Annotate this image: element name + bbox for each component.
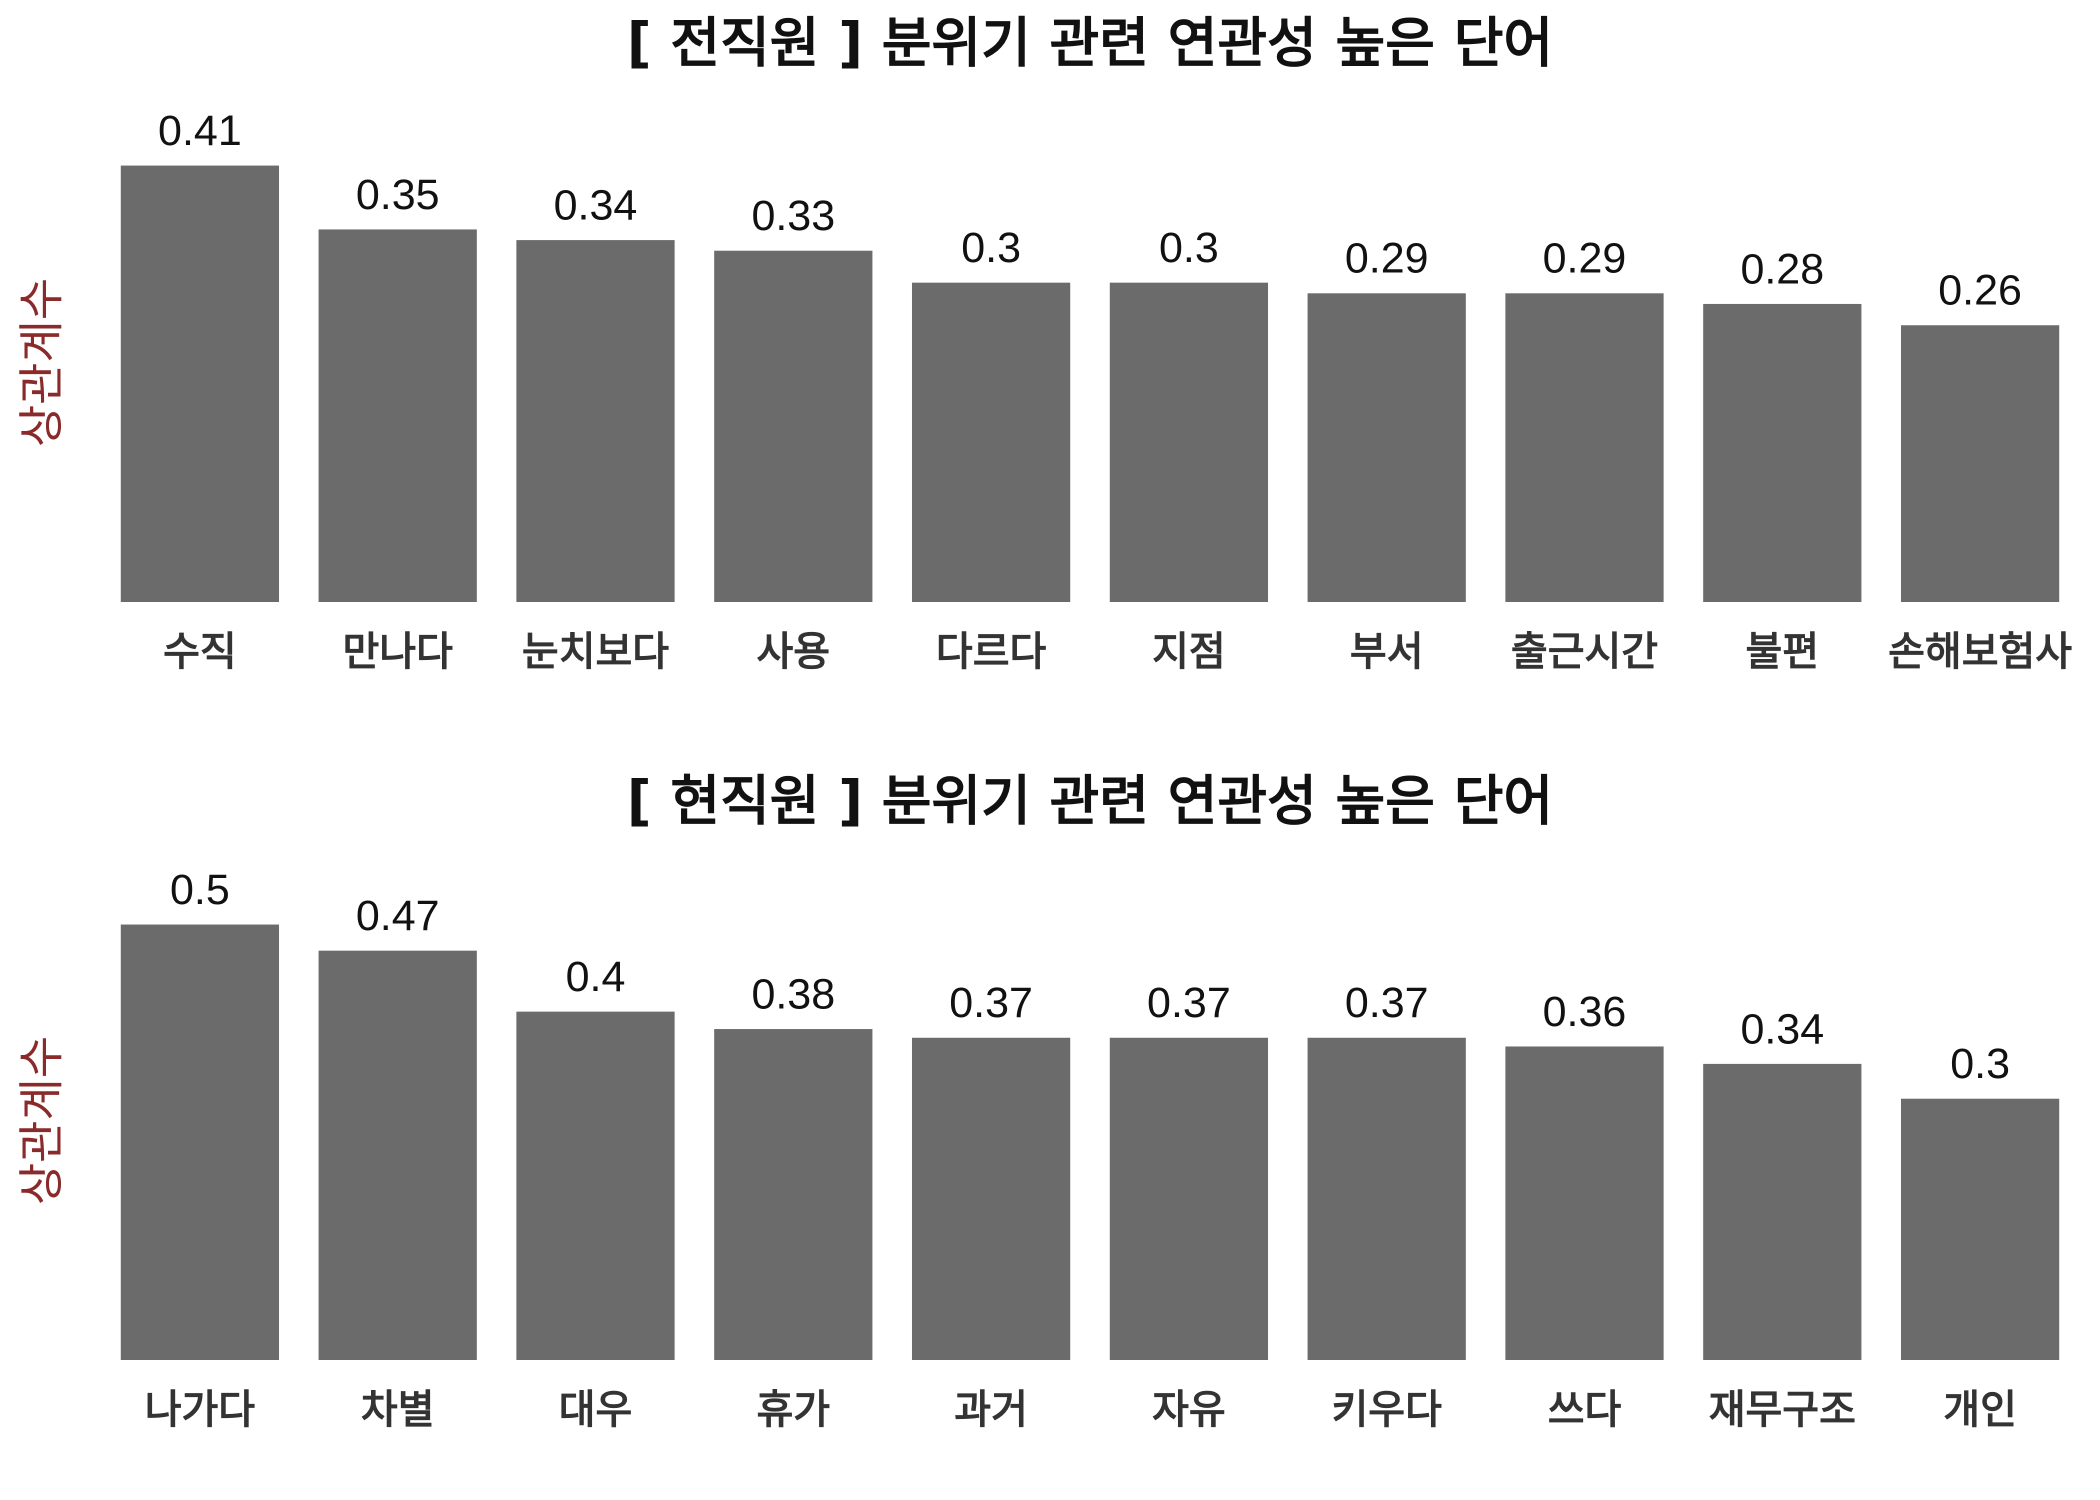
value-label: 0.36: [1543, 988, 1627, 1036]
x-tick-label: 재무구조: [1709, 1387, 1856, 1433]
y-axis-label: 상관계수: [15, 278, 69, 447]
bar: [516, 240, 675, 603]
bar: [1900, 325, 2060, 602]
value-label: 0.47: [356, 892, 440, 940]
bar: [1109, 1037, 1269, 1360]
bar: [714, 250, 873, 602]
x-tick-label: 눈치보다: [522, 629, 669, 675]
bar: [1109, 282, 1269, 602]
value-label: 0.37: [949, 979, 1033, 1027]
bar: [1505, 293, 1664, 602]
value-label: 0.29: [1345, 235, 1429, 283]
value-label: 0.33: [751, 192, 835, 240]
value-label: 0.4: [566, 953, 626, 1001]
value-label: 0.34: [554, 181, 638, 229]
value-label: 0.3: [961, 224, 1021, 272]
bar: [1307, 1037, 1466, 1360]
bar: [318, 950, 477, 1360]
y-axis-label: 상관계수: [15, 1036, 69, 1205]
value-label: 0.28: [1740, 245, 1824, 293]
value-label: 0.34: [1740, 1005, 1824, 1053]
value-label: 0.41: [158, 107, 242, 155]
x-tick-label: 휴가: [756, 1387, 830, 1433]
value-label: 0.5: [170, 866, 230, 914]
value-label: 0.38: [751, 970, 835, 1018]
x-tick-label: 출근시간: [1511, 629, 1658, 675]
x-tick-label: 불편: [1745, 629, 1819, 675]
x-tick-label: 키우다: [1331, 1387, 1442, 1433]
x-tick-label: 만나다: [342, 629, 453, 675]
bar: [1307, 293, 1466, 602]
value-label: 0.3: [1950, 1040, 2010, 1088]
bar: [911, 1037, 1071, 1360]
bar: [516, 1011, 675, 1360]
chart-title: [ 현직원 ] 분위기 관련 연관성 높은 단어: [627, 770, 1553, 833]
bar: [1900, 1098, 2060, 1360]
bar: [911, 282, 1071, 602]
value-label: 0.35: [356, 171, 440, 219]
bar: [1703, 1063, 1862, 1360]
x-tick-label: 손해보험사: [1888, 629, 2072, 675]
x-tick-label: 대우: [559, 1387, 633, 1433]
value-label: 0.37: [1345, 979, 1429, 1027]
bar: [1703, 303, 1862, 602]
bar: [1505, 1046, 1664, 1360]
value-label: 0.26: [1938, 267, 2022, 315]
x-tick-label: 쓰다: [1548, 1387, 1622, 1433]
x-tick-label: 차별: [361, 1387, 435, 1433]
x-tick-label: 나가다: [145, 1387, 256, 1433]
bar: [120, 924, 280, 1360]
value-label: 0.37: [1147, 979, 1231, 1027]
x-tick-label: 부서: [1350, 629, 1424, 675]
x-tick-label: 수직: [163, 629, 237, 675]
bar: [120, 165, 280, 603]
value-label: 0.29: [1543, 235, 1627, 283]
x-tick-label: 사용: [756, 629, 830, 675]
x-tick-label: 자유: [1152, 1387, 1226, 1433]
x-tick-label: 지점: [1152, 629, 1226, 675]
value-label: 0.3: [1159, 224, 1219, 272]
x-tick-label: 다르다: [936, 629, 1047, 675]
bar: [714, 1029, 873, 1360]
chart-title: [ 전직원 ] 분위기 관련 연관성 높은 단어: [627, 12, 1553, 75]
bar: [318, 229, 477, 602]
x-tick-label: 개인: [1943, 1387, 2017, 1433]
x-tick-label: 과거: [954, 1387, 1028, 1433]
